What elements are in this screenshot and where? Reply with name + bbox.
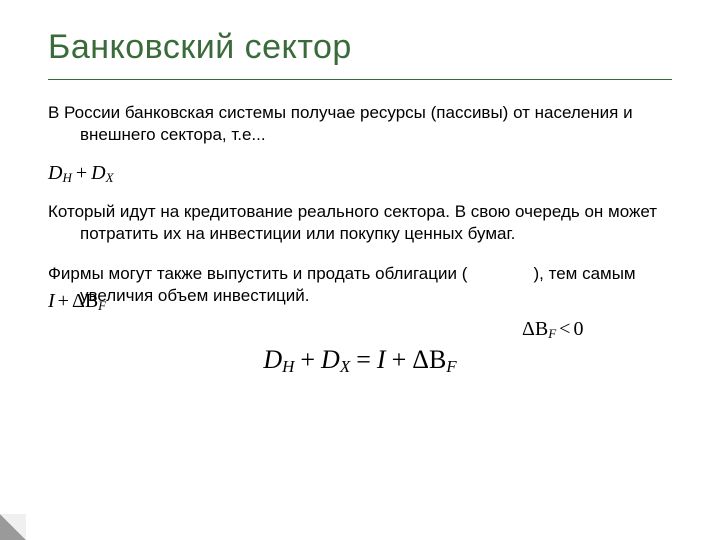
formula-dh-dx: DH+DX (48, 160, 672, 187)
formula-overlay-left: I+ΔBF (48, 290, 106, 314)
formula-overlay-right: ΔBF<0 (522, 318, 583, 342)
body: В России банковская системы получае ресу… (48, 102, 672, 307)
c-eq: = (350, 345, 377, 374)
title-rule (48, 79, 672, 80)
p3-pre: Фирмы могут также выпустить и продать об… (48, 264, 467, 283)
sub-f2: F (548, 326, 556, 341)
paragraph-3: Фирмы могут также выпустить и продать об… (48, 263, 672, 307)
page-curl-back (0, 514, 26, 540)
formula-center: DH+DX=I+ΔBF (48, 345, 672, 377)
c-i: I (377, 345, 386, 374)
sub-x: X (106, 170, 114, 185)
op-lt: < (556, 318, 573, 340)
p3-gap (467, 264, 533, 283)
c-plus1: + (294, 345, 321, 374)
c-sf: F (446, 357, 456, 376)
sym-d2: D (91, 162, 105, 184)
sub-h: H (62, 170, 71, 185)
slide-title: Банковский сектор (48, 28, 672, 73)
sym-db: ΔB (72, 290, 98, 312)
slide: Банковский сектор В России банковская си… (0, 0, 720, 540)
sym-db2: ΔB (522, 318, 548, 340)
sub-f: F (98, 298, 106, 313)
c-d2: D (321, 345, 340, 374)
paragraph-2: Который идут на кредитование реального с… (48, 201, 672, 245)
c-s1: H (282, 357, 294, 376)
val-zero: 0 (573, 318, 583, 340)
op-plus2: + (55, 290, 72, 312)
sym-d: D (48, 162, 62, 184)
c-db: ΔB (412, 345, 446, 374)
c-d1: D (263, 345, 282, 374)
c-plus2: + (386, 345, 413, 374)
sym-i: I (48, 290, 55, 312)
c-s2: X (340, 357, 350, 376)
op-plus: + (72, 162, 91, 184)
paragraph-1: В России банковская системы получае ресу… (48, 102, 672, 146)
